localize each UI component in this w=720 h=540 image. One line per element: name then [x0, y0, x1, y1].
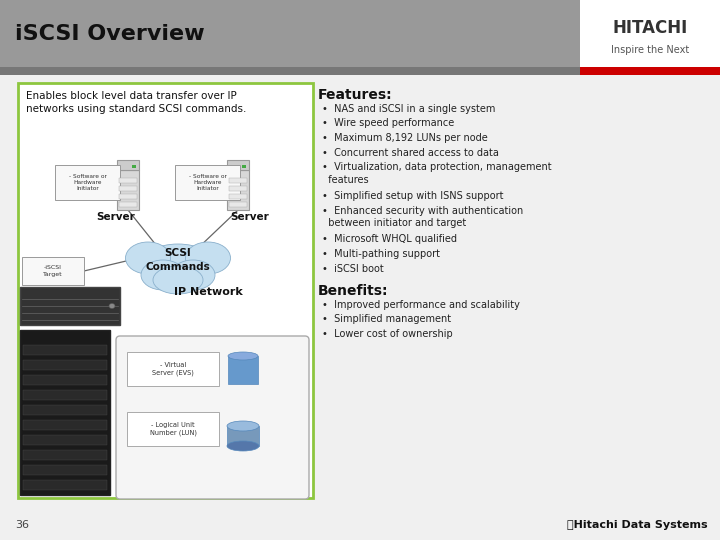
FancyBboxPatch shape — [55, 165, 120, 200]
Text: •  Wire speed performance: • Wire speed performance — [322, 118, 454, 129]
Text: •  Virtualization, data protection, management
  features: • Virtualization, data protection, manag… — [322, 162, 552, 185]
FancyBboxPatch shape — [23, 450, 107, 460]
FancyBboxPatch shape — [23, 390, 107, 400]
Text: - Software or
Hardware
Initiator: - Software or Hardware Initiator — [189, 174, 226, 191]
Text: •  Lower cost of ownership: • Lower cost of ownership — [322, 329, 453, 339]
FancyBboxPatch shape — [0, 0, 720, 67]
Ellipse shape — [153, 266, 203, 294]
Ellipse shape — [140, 244, 215, 286]
FancyBboxPatch shape — [117, 170, 139, 210]
FancyBboxPatch shape — [228, 356, 258, 384]
FancyBboxPatch shape — [20, 330, 110, 495]
Text: - Logical Unit
Number (LUN): - Logical Unit Number (LUN) — [150, 422, 197, 436]
FancyBboxPatch shape — [22, 257, 84, 285]
FancyBboxPatch shape — [127, 412, 219, 446]
FancyBboxPatch shape — [127, 352, 219, 386]
FancyBboxPatch shape — [580, 67, 720, 75]
Text: IP Network: IP Network — [174, 287, 243, 297]
FancyBboxPatch shape — [227, 170, 249, 210]
Text: Enables block level data transfer over IP
networks using standard SCSI commands.: Enables block level data transfer over I… — [26, 91, 246, 114]
Text: •  Improved performance and scalability: • Improved performance and scalability — [322, 300, 520, 310]
FancyBboxPatch shape — [175, 165, 240, 200]
Text: •  Multi-pathing support: • Multi-pathing support — [322, 249, 440, 259]
Text: -iSCSI
Target: -iSCSI Target — [43, 265, 63, 276]
Text: •  Simplified setup with ISNS support: • Simplified setup with ISNS support — [322, 191, 503, 201]
FancyBboxPatch shape — [119, 202, 137, 207]
FancyBboxPatch shape — [580, 0, 720, 67]
Text: •  NAS and iSCSI in a single system: • NAS and iSCSI in a single system — [322, 104, 495, 114]
Text: •  Concurrent shared access to data: • Concurrent shared access to data — [322, 147, 499, 158]
FancyBboxPatch shape — [18, 83, 313, 498]
FancyBboxPatch shape — [116, 336, 309, 499]
FancyBboxPatch shape — [117, 160, 139, 170]
Text: - Virtual
Server (EVS): - Virtual Server (EVS) — [152, 362, 194, 376]
Text: 36: 36 — [15, 520, 29, 530]
FancyBboxPatch shape — [229, 186, 247, 191]
FancyBboxPatch shape — [229, 178, 247, 183]
Text: iSCSI Overview: iSCSI Overview — [15, 24, 204, 44]
Text: Inspire the Next: Inspire the Next — [611, 45, 689, 55]
FancyBboxPatch shape — [23, 345, 107, 355]
Text: •  Microsoft WHQL qualified: • Microsoft WHQL qualified — [322, 234, 457, 245]
FancyBboxPatch shape — [23, 375, 107, 385]
FancyBboxPatch shape — [23, 420, 107, 430]
FancyBboxPatch shape — [23, 480, 107, 490]
FancyBboxPatch shape — [23, 435, 107, 445]
FancyBboxPatch shape — [23, 465, 107, 475]
Ellipse shape — [227, 441, 259, 451]
Text: Benefits:: Benefits: — [318, 284, 389, 298]
FancyBboxPatch shape — [227, 160, 249, 170]
Ellipse shape — [109, 303, 115, 308]
FancyBboxPatch shape — [242, 165, 246, 168]
FancyBboxPatch shape — [229, 202, 247, 207]
Text: ⓈHitachi Data Systems: ⓈHitachi Data Systems — [567, 520, 708, 530]
FancyBboxPatch shape — [227, 426, 259, 446]
Ellipse shape — [171, 260, 215, 290]
FancyBboxPatch shape — [119, 194, 137, 199]
FancyBboxPatch shape — [119, 178, 137, 183]
Ellipse shape — [125, 242, 171, 274]
Text: Features:: Features: — [318, 88, 392, 102]
Text: •  Maximum 8,192 LUNs per node: • Maximum 8,192 LUNs per node — [322, 133, 487, 143]
Text: - Software or
Hardware
Initiator: - Software or Hardware Initiator — [68, 174, 107, 191]
FancyBboxPatch shape — [0, 75, 720, 540]
Text: SCSI
Commands: SCSI Commands — [145, 248, 210, 272]
Ellipse shape — [141, 260, 185, 290]
Ellipse shape — [227, 421, 259, 431]
Text: Server: Server — [230, 212, 269, 222]
FancyBboxPatch shape — [0, 67, 580, 75]
FancyBboxPatch shape — [20, 287, 120, 325]
Text: •  Enhanced security with authentication
  between initiator and target: • Enhanced security with authentication … — [322, 206, 523, 228]
FancyBboxPatch shape — [23, 360, 107, 370]
Text: HITACHI: HITACHI — [613, 19, 688, 37]
FancyBboxPatch shape — [119, 186, 137, 191]
FancyBboxPatch shape — [23, 405, 107, 415]
Text: Server: Server — [96, 212, 135, 222]
FancyBboxPatch shape — [132, 165, 136, 168]
Ellipse shape — [186, 242, 230, 274]
Ellipse shape — [228, 352, 258, 360]
Text: •  Simplified management: • Simplified management — [322, 314, 451, 325]
FancyBboxPatch shape — [229, 194, 247, 199]
Text: •  iSCSI boot: • iSCSI boot — [322, 264, 384, 273]
